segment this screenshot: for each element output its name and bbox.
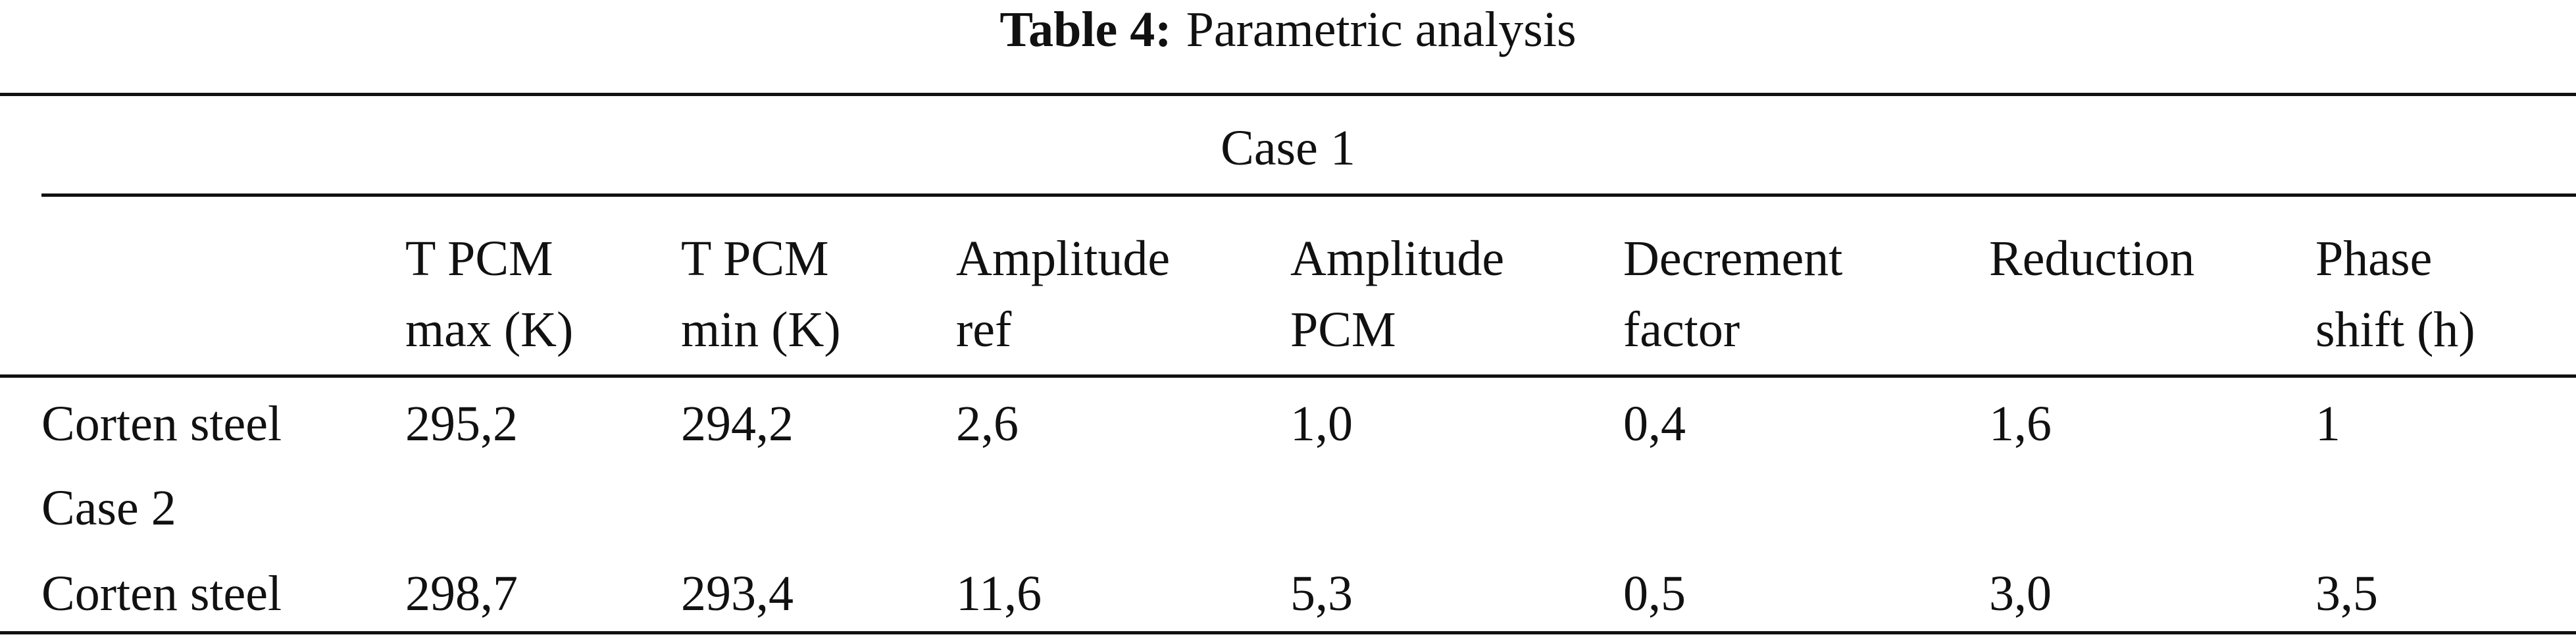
column-header: ref [956, 302, 1012, 357]
cell: 298,7 [405, 566, 518, 621]
row-label: Corten steel [41, 396, 282, 451]
cell: 3,5 [2315, 566, 2378, 621]
cell: 294,2 [681, 396, 794, 451]
cell: 2,6 [956, 396, 1019, 451]
cell: 295,2 [405, 396, 518, 451]
cell: 1 [2315, 396, 2340, 451]
table-title: Table 4: Parametric analysis [0, 5, 2576, 55]
column-header: max (K) [405, 302, 574, 357]
cell: 3,0 [1989, 566, 2052, 621]
table-label: Table 4: [999, 2, 1172, 57]
cell: 1,6 [1989, 396, 2052, 451]
cell: 11,6 [956, 566, 1042, 621]
cell: 0,4 [1623, 396, 1686, 451]
case-heading: Case 1 [1221, 120, 1355, 176]
top-rule [0, 93, 2576, 96]
column-header: shift (h) [2315, 302, 2475, 357]
column-header: T PCM [405, 231, 553, 286]
header-rule [0, 374, 2576, 378]
cell: 0,5 [1623, 566, 1686, 621]
cell: 1,0 [1290, 396, 1353, 451]
column-header: Reduction [1989, 231, 2195, 286]
column-header: min (K) [681, 302, 841, 357]
cell: 5,3 [1290, 566, 1353, 621]
row-label: Case 2 [41, 480, 176, 536]
column-header: Phase [2315, 231, 2433, 286]
column-header: Amplitude [1290, 231, 1505, 286]
column-header: Decrement [1623, 231, 1843, 286]
column-header: T PCM [681, 231, 829, 286]
row-label: Corten steel [41, 566, 282, 621]
case-rule [41, 193, 2576, 197]
column-header: factor [1623, 302, 1740, 357]
table-caption: Parametric analysis [1186, 2, 1577, 57]
column-header: Amplitude [956, 231, 1171, 286]
cell: 293,4 [681, 566, 794, 621]
column-header: PCM [1290, 302, 1396, 357]
bottom-rule [0, 631, 2576, 634]
